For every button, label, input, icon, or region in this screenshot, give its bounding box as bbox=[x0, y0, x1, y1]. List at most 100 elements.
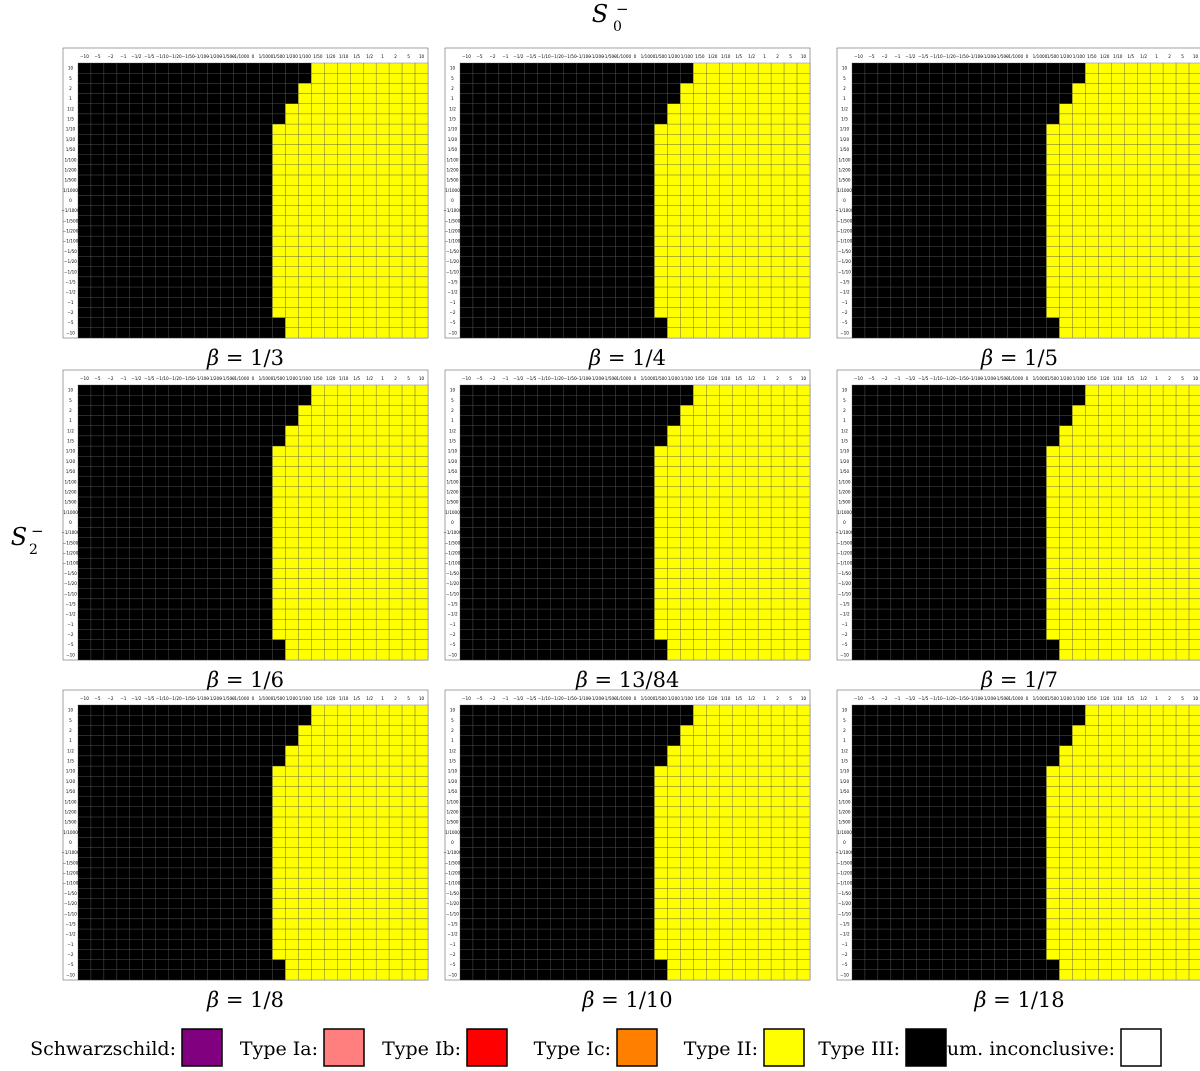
heatmap-cell bbox=[1175, 266, 1190, 278]
heatmap-cell bbox=[1046, 384, 1060, 396]
heatmap-cell bbox=[667, 476, 681, 488]
heatmap-cell bbox=[903, 276, 917, 288]
heatmap-cell bbox=[968, 425, 982, 437]
heatmap-cell bbox=[142, 745, 156, 757]
heatmap-cell bbox=[783, 266, 798, 278]
heatmap-cell bbox=[641, 113, 655, 125]
heatmap-cell bbox=[796, 297, 811, 308]
heatmap-cell bbox=[414, 62, 429, 74]
heatmap-cell bbox=[745, 486, 759, 498]
heatmap-cell bbox=[757, 507, 772, 518]
heatmap-cell bbox=[719, 445, 733, 457]
heatmap-cell bbox=[350, 578, 364, 589]
heatmap-cell bbox=[207, 185, 221, 196]
heatmap-cell bbox=[680, 476, 694, 488]
heatmap-cell bbox=[796, 578, 811, 589]
heatmap-cell bbox=[246, 174, 260, 186]
heatmap-cell bbox=[142, 496, 156, 508]
heatmap-cell bbox=[363, 144, 377, 155]
heatmap-cell bbox=[968, 266, 982, 278]
heatmap-cell bbox=[1072, 384, 1086, 396]
heatmap-cell bbox=[783, 103, 798, 115]
y-tick-label: 1/100 bbox=[64, 479, 76, 484]
heatmap-cell bbox=[1162, 307, 1177, 318]
heatmap-cell bbox=[550, 639, 564, 650]
heatmap-cell bbox=[942, 425, 956, 437]
heatmap-cell bbox=[929, 327, 943, 339]
heatmap-cell bbox=[337, 786, 351, 797]
heatmap-cell bbox=[414, 384, 429, 396]
heatmap-cell bbox=[459, 496, 474, 508]
heatmap-cell bbox=[563, 297, 577, 308]
heatmap-cell bbox=[298, 578, 312, 589]
x-tick-label: −1/200 bbox=[980, 54, 996, 59]
heatmap-cell bbox=[1137, 466, 1151, 477]
heatmap-cell bbox=[903, 286, 917, 298]
heatmap-cell bbox=[851, 527, 866, 538]
heatmap-cell bbox=[337, 476, 351, 488]
heatmap-cell bbox=[641, 103, 655, 115]
heatmap-cell bbox=[1007, 93, 1021, 104]
heatmap-cell bbox=[103, 507, 118, 518]
heatmap-cell bbox=[324, 639, 338, 650]
heatmap-cell bbox=[1098, 174, 1112, 186]
heatmap-cell bbox=[864, 435, 879, 447]
heatmap-cell bbox=[363, 629, 377, 640]
heatmap-cell bbox=[1059, 445, 1073, 457]
heatmap-cell bbox=[220, 629, 234, 640]
heatmap-cell bbox=[1111, 384, 1125, 396]
heatmap-cell bbox=[1111, 527, 1125, 538]
heatmap-cell bbox=[524, 266, 538, 278]
heatmap-cell bbox=[851, 639, 866, 650]
panel-6: −10 −5 −2 −1 −1/2 −1/5 −1/10 −1/20 −1/50−1/100−1… bbox=[835, 369, 1200, 692]
heatmap-cell bbox=[168, 225, 182, 237]
x-tick-label: 1/500 bbox=[1047, 376, 1059, 381]
heatmap-cell bbox=[654, 327, 668, 339]
heatmap-cell bbox=[942, 588, 956, 600]
heatmap-cell bbox=[1111, 185, 1125, 196]
heatmap-cell bbox=[472, 517, 487, 528]
heatmap-cell bbox=[929, 246, 943, 257]
heatmap-cell bbox=[589, 195, 603, 206]
heatmap-cell bbox=[851, 476, 866, 488]
heatmap-cell bbox=[654, 527, 668, 538]
x-tick-label: −1/200 bbox=[588, 54, 604, 59]
heatmap-cell bbox=[1098, 435, 1112, 447]
heatmap-cell bbox=[363, 476, 377, 488]
heatmap-cell bbox=[129, 246, 143, 257]
heatmap-cell bbox=[615, 486, 629, 498]
heatmap-cell bbox=[168, 776, 182, 787]
heatmap-cell bbox=[207, 776, 221, 787]
heatmap-cell bbox=[589, 476, 603, 488]
heatmap-cell bbox=[414, 297, 429, 308]
heatmap-cell bbox=[851, 456, 866, 467]
heatmap-cell bbox=[375, 215, 390, 227]
heatmap-cell bbox=[155, 205, 169, 216]
heatmap-cell bbox=[757, 395, 772, 406]
heatmap-cell bbox=[233, 154, 247, 166]
heatmap-cell bbox=[877, 73, 892, 84]
heatmap-cell bbox=[796, 568, 811, 579]
heatmap-cell bbox=[1162, 537, 1177, 549]
heatmap-cell bbox=[388, 445, 403, 457]
heatmap-cell bbox=[90, 649, 105, 661]
heatmap-cell bbox=[1046, 286, 1060, 298]
heatmap-cell bbox=[498, 154, 513, 166]
heatmap-cell bbox=[498, 445, 513, 457]
heatmap-cell bbox=[1020, 215, 1034, 227]
heatmap-cell bbox=[485, 123, 500, 135]
heatmap-cell bbox=[77, 568, 92, 579]
heatmap-cell bbox=[363, 557, 377, 569]
heatmap-cell bbox=[1020, 235, 1034, 247]
heatmap-cell bbox=[994, 507, 1008, 518]
heatmap-cell bbox=[1085, 486, 1099, 498]
heatmap-cell bbox=[576, 185, 590, 196]
heatmap-cell bbox=[324, 725, 338, 736]
heatmap-cell bbox=[732, 435, 746, 447]
heatmap-cell bbox=[285, 568, 299, 579]
heatmap-cell bbox=[796, 639, 811, 650]
heatmap-cell bbox=[851, 266, 866, 278]
x-tick-label: 1/2 bbox=[366, 54, 373, 59]
x-tick-label: −2 bbox=[881, 376, 888, 381]
heatmap-cell bbox=[1033, 557, 1047, 569]
